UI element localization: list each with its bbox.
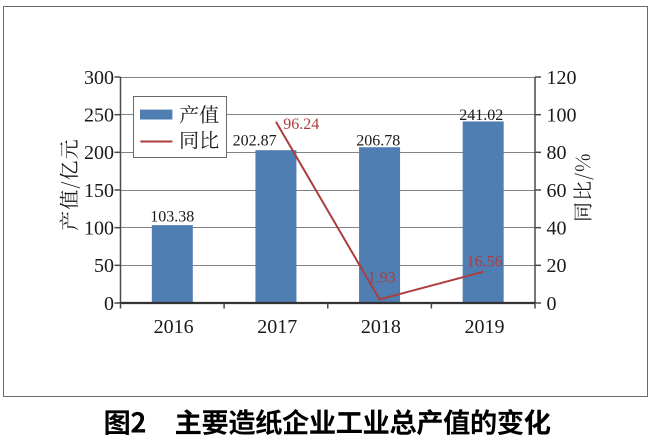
svg-text:2019: 2019 [464, 316, 504, 338]
svg-text:103.38: 103.38 [150, 209, 194, 226]
svg-text:1.93: 1.93 [368, 270, 396, 287]
svg-text:100: 100 [84, 218, 114, 240]
svg-text:202.87: 202.87 [233, 133, 277, 150]
svg-text:206.78: 206.78 [356, 133, 400, 150]
svg-text:0: 0 [547, 293, 557, 315]
svg-text:60: 60 [547, 180, 567, 202]
svg-text:2017: 2017 [257, 316, 297, 338]
svg-text:96.24: 96.24 [283, 116, 319, 133]
svg-text:2018: 2018 [361, 316, 401, 338]
svg-text:200: 200 [84, 142, 114, 164]
svg-text:100: 100 [547, 105, 577, 127]
svg-text:40: 40 [547, 218, 567, 240]
svg-text:2016: 2016 [154, 316, 194, 338]
svg-text:150: 150 [84, 180, 114, 202]
svg-text:300: 300 [84, 67, 114, 89]
svg-text:120: 120 [547, 67, 577, 89]
svg-text:80: 80 [547, 142, 567, 164]
svg-text:0: 0 [104, 293, 114, 315]
svg-text:241.02: 241.02 [459, 107, 503, 124]
svg-text:20: 20 [547, 255, 567, 277]
svg-text:50: 50 [94, 255, 114, 277]
svg-text:16.56: 16.56 [467, 253, 503, 270]
svg-text:250: 250 [84, 105, 114, 127]
